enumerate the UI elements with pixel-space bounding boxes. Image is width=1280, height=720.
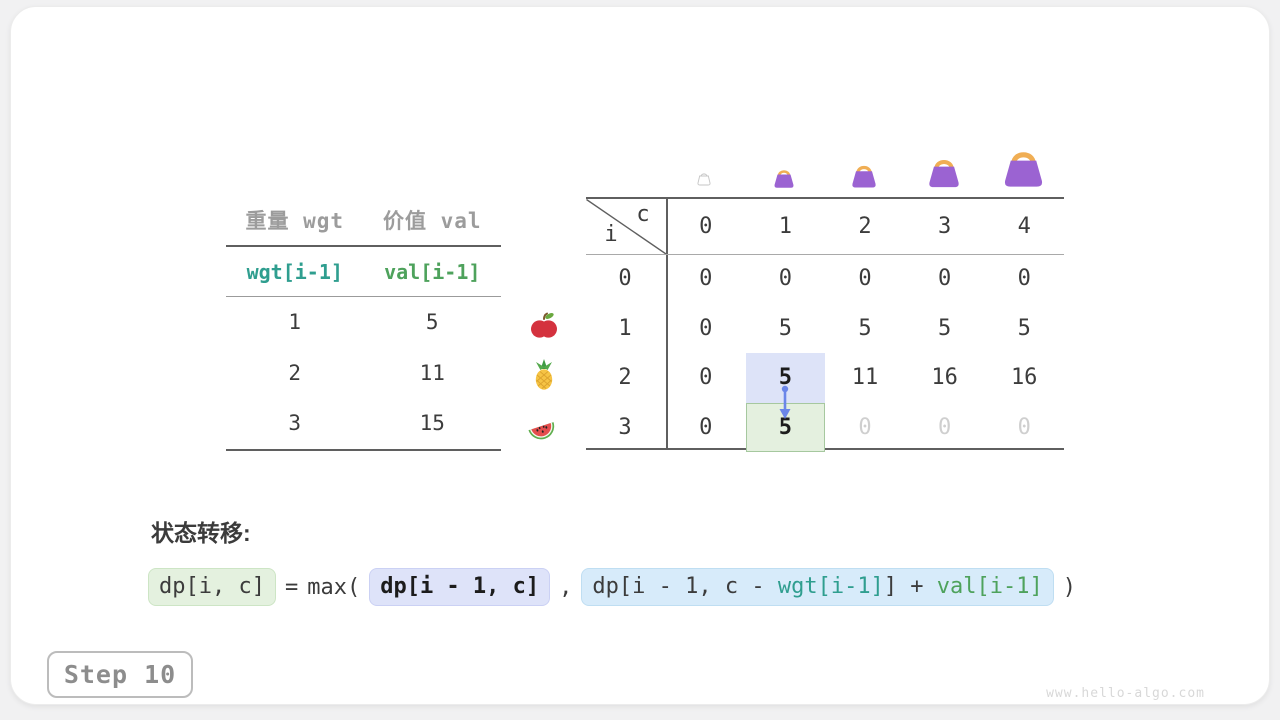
bag-icon-capacity-4 [999, 146, 1048, 189]
formula-arg2-pre: dp[i - 1, c - [592, 574, 778, 599]
items-table-cell: 11 [419, 360, 445, 385]
dp-cell-0-3: 0 [937, 266, 952, 292]
dp-table-diagonal [586, 199, 666, 254]
dp-table-header-rule [586, 254, 1064, 255]
formula-arg1: dp[i - 1, c] [369, 568, 551, 607]
dp-col-header-2: 2 [858, 214, 872, 239]
dp-row-header-0: 0 [618, 266, 632, 292]
items-table-row: 3 15 [226, 398, 501, 449]
dp-cell-3-3: 0 [937, 414, 952, 440]
dp-cell-3-0: 0 [699, 414, 713, 440]
divider [226, 448, 501, 451]
dp-cell-0-4: 0 [1017, 266, 1031, 292]
state-transition-label: 状态转移: [151, 520, 251, 546]
formula-lhs: dp[i, c] [148, 568, 276, 607]
dp-cell-2-0: 0 [699, 365, 713, 391]
empty-bag-icon [696, 168, 712, 188]
items-table-subheader: wgt[i-1] val[i-1] [226, 247, 501, 296]
dp-cell-1-1: 5 [778, 315, 793, 341]
dp-table-vertical-rule [666, 199, 668, 448]
dp-cell-1-3: 5 [937, 315, 952, 341]
step-badge: Step 10 [47, 651, 193, 698]
items-table-row: 2 11 [226, 348, 501, 399]
divider [226, 245, 501, 247]
formula-arg2: dp[i - 1, c - wgt[i-1]] + val[i-1] [581, 568, 1054, 607]
dp-cell-0-0: 0 [699, 266, 713, 292]
items-table-cell: 3 [288, 411, 302, 436]
dp-col-header-3: 3 [937, 214, 952, 239]
value-column-header: 价值 val [382, 209, 482, 233]
dp-cell-1-2: 5 [858, 315, 872, 341]
dp-corner-col-var: c [636, 202, 650, 227]
dp-corner-row-var: i [604, 222, 618, 247]
card: 重量 wgt 价值 val wgt[i-1] val[i-1] 1 5 2 11 3 15 [10, 6, 1270, 705]
dp-col-header-4: 4 [1017, 214, 1031, 239]
items-table-header: 重量 wgt 价值 val [226, 195, 501, 245]
dp-cell-2-4: 16 [1010, 365, 1038, 391]
formula-arg2-val: val[i-1] [936, 574, 1043, 599]
items-table-cell: 2 [288, 360, 302, 385]
dp-row-header-1: 1 [618, 315, 632, 341]
items-table: 重量 wgt 价值 val wgt[i-1] val[i-1] 1 5 2 11 3 15 [226, 195, 501, 451]
items-table-cell: 1 [288, 310, 302, 335]
divider [226, 296, 501, 297]
dp-col-header-1: 1 [778, 214, 793, 239]
wgt-expression: wgt[i-1] [246, 259, 343, 284]
apple-icon [528, 310, 560, 342]
val-expression: val[i-1] [384, 259, 481, 284]
dp-cell-3-4: 0 [1017, 414, 1031, 440]
bag-icon-capacity-2 [849, 162, 879, 189]
dp-cell-2-3: 16 [931, 365, 958, 391]
formula-close-paren: ) [1062, 574, 1077, 600]
dp-cell-0-2: 0 [858, 266, 872, 292]
bag-icon-capacity-1 [772, 167, 796, 189]
dp-cell-0-1: 0 [778, 266, 793, 292]
watermark: www.hello-algo.com [1046, 686, 1205, 701]
dp-cell-3-2: 0 [858, 414, 872, 440]
transition-arrow-icon [779, 385, 791, 419]
bag-icon-capacity-3 [925, 155, 963, 189]
dp-cell-2-2: 11 [851, 365, 879, 391]
formula-max-open: max( [307, 574, 361, 600]
items-table-cell: 5 [425, 310, 439, 335]
dp-cell-1-4: 5 [1017, 315, 1031, 341]
formula-comma: , [559, 574, 573, 600]
formula-equals: = [284, 574, 299, 600]
watermelon-icon [525, 413, 557, 445]
dp-row-header-3: 3 [618, 414, 632, 440]
dp-row-header-2: 2 [618, 365, 632, 391]
items-table-cell: 15 [419, 411, 445, 436]
pineapple-icon [528, 359, 560, 391]
formula-arg2-wgt: wgt[i-1] [777, 574, 884, 599]
dp-cell-1-0: 0 [699, 315, 713, 341]
dp-col-header-0: 0 [699, 214, 713, 239]
items-table-body: 1 5 2 11 3 15 [226, 297, 501, 449]
weight-column-header: 重量 wgt [245, 209, 345, 233]
state-transition-formula: dp[i, c] = max( dp[i - 1, c] , dp[i - 1,… [148, 568, 1077, 607]
formula-arg2-mid: ] + [883, 574, 937, 599]
